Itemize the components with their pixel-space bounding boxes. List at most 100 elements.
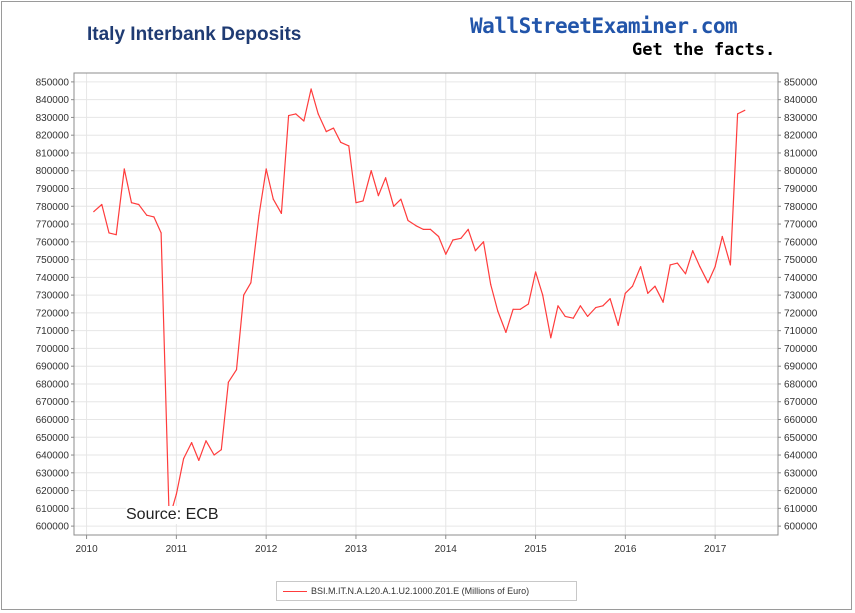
y-tick-label-left: 730000	[36, 291, 70, 302]
y-tick-label-right: 710000	[784, 326, 818, 337]
series-line	[93, 88, 746, 520]
y-tick-label-right: 840000	[784, 95, 818, 106]
data-point	[684, 273, 687, 275]
data-point	[631, 285, 634, 287]
data-point	[355, 202, 357, 204]
data-point	[385, 177, 387, 179]
data-point	[213, 454, 215, 456]
data-point	[438, 235, 440, 238]
y-tick-label-left: 850000	[36, 77, 70, 88]
data-point	[707, 282, 709, 284]
y-tick-label-right: 760000	[784, 237, 818, 248]
data-point	[445, 253, 447, 255]
y-tick-label-right: 750000	[784, 255, 818, 266]
y-tick-label-right: 630000	[784, 468, 818, 479]
y-tick-label-left: 680000	[36, 379, 70, 390]
data-point	[579, 305, 582, 307]
data-point	[535, 271, 537, 273]
y-tick-label-right: 600000	[784, 522, 818, 533]
data-point	[429, 228, 432, 230]
data-point	[542, 294, 544, 296]
data-point	[512, 308, 514, 310]
data-point	[400, 198, 402, 200]
data-point	[654, 285, 656, 287]
y-tick-label-right: 620000	[784, 486, 818, 497]
data-point	[415, 225, 417, 227]
data-point	[362, 200, 364, 202]
x-tick-label: 2012	[255, 544, 278, 555]
y-tick-label-right: 680000	[784, 379, 818, 390]
data-point	[572, 317, 574, 319]
data-point	[160, 232, 162, 234]
y-tick-label-left: 670000	[36, 397, 70, 408]
y-tick-label-left: 750000	[36, 255, 70, 266]
y-tick-label-left: 770000	[36, 220, 70, 231]
data-point	[624, 292, 626, 294]
data-point	[744, 109, 746, 111]
y-tick-label-right: 660000	[784, 415, 818, 426]
y-tick-label-right: 800000	[784, 166, 818, 177]
x-tick-label: 2015	[524, 544, 547, 555]
data-point	[490, 283, 492, 286]
data-point	[699, 266, 701, 268]
data-point	[676, 262, 679, 264]
data-point	[280, 212, 282, 214]
y-tick-label-left: 610000	[36, 504, 70, 515]
data-point	[714, 266, 716, 268]
data-point	[640, 266, 642, 268]
y-tick-label-left: 710000	[36, 326, 70, 337]
axis-layer: 600000 600000 610000 610000 620000 620000 6300…	[36, 77, 818, 555]
x-tick-label: 2013	[345, 544, 368, 555]
y-tick-label-left: 830000	[36, 113, 70, 124]
data-point	[422, 228, 424, 230]
data-point	[497, 310, 499, 312]
y-tick-label-right: 740000	[784, 273, 818, 284]
data-point	[220, 449, 222, 451]
y-tick-label-right: 780000	[784, 202, 818, 213]
y-tick-label-left: 650000	[36, 433, 70, 444]
y-tick-label-right: 690000	[784, 362, 818, 373]
data-point	[295, 113, 297, 115]
y-tick-label-right: 850000	[784, 77, 818, 88]
data-point	[737, 113, 739, 115]
data-point	[692, 250, 694, 252]
data-point	[153, 216, 155, 218]
y-tick-label-right: 670000	[784, 397, 818, 408]
y-tick-label-right: 810000	[784, 148, 818, 159]
y-tick-label-right: 700000	[784, 344, 818, 355]
data-point	[258, 214, 260, 216]
y-tick-label-right: 730000	[784, 291, 818, 302]
data-point	[175, 493, 177, 495]
y-tick-label-left: 780000	[36, 202, 70, 213]
data-point	[474, 250, 476, 252]
data-point	[101, 203, 103, 206]
data-point	[288, 115, 290, 117]
data-point	[348, 145, 350, 147]
data-point	[557, 305, 559, 307]
data-point	[729, 264, 732, 266]
x-tick-label: 2011	[166, 544, 188, 555]
legend-swatch	[283, 590, 307, 592]
y-tick-label-right: 650000	[784, 433, 818, 444]
data-point	[370, 170, 372, 172]
y-tick-label-left: 720000	[36, 308, 70, 319]
data-point	[243, 294, 245, 296]
y-tick-label-left: 690000	[36, 362, 70, 373]
data-point	[669, 264, 671, 266]
data-point	[235, 369, 238, 371]
y-tick-label-left: 800000	[36, 166, 70, 177]
y-tick-label-right: 640000	[784, 451, 818, 462]
plot-area	[73, 72, 779, 536]
data-point	[310, 88, 312, 90]
y-tick-label-left: 820000	[36, 131, 70, 142]
y-tick-label-right: 790000	[784, 184, 818, 195]
x-tick-label: 2014	[435, 544, 458, 555]
data-point	[550, 337, 552, 339]
data-point	[602, 305, 604, 307]
data-point	[191, 442, 193, 444]
y-tick-label-left: 740000	[36, 273, 70, 284]
brand-tagline: Get the facts.	[632, 40, 776, 60]
data-point	[482, 241, 485, 243]
y-tick-label-left: 700000	[36, 344, 70, 355]
